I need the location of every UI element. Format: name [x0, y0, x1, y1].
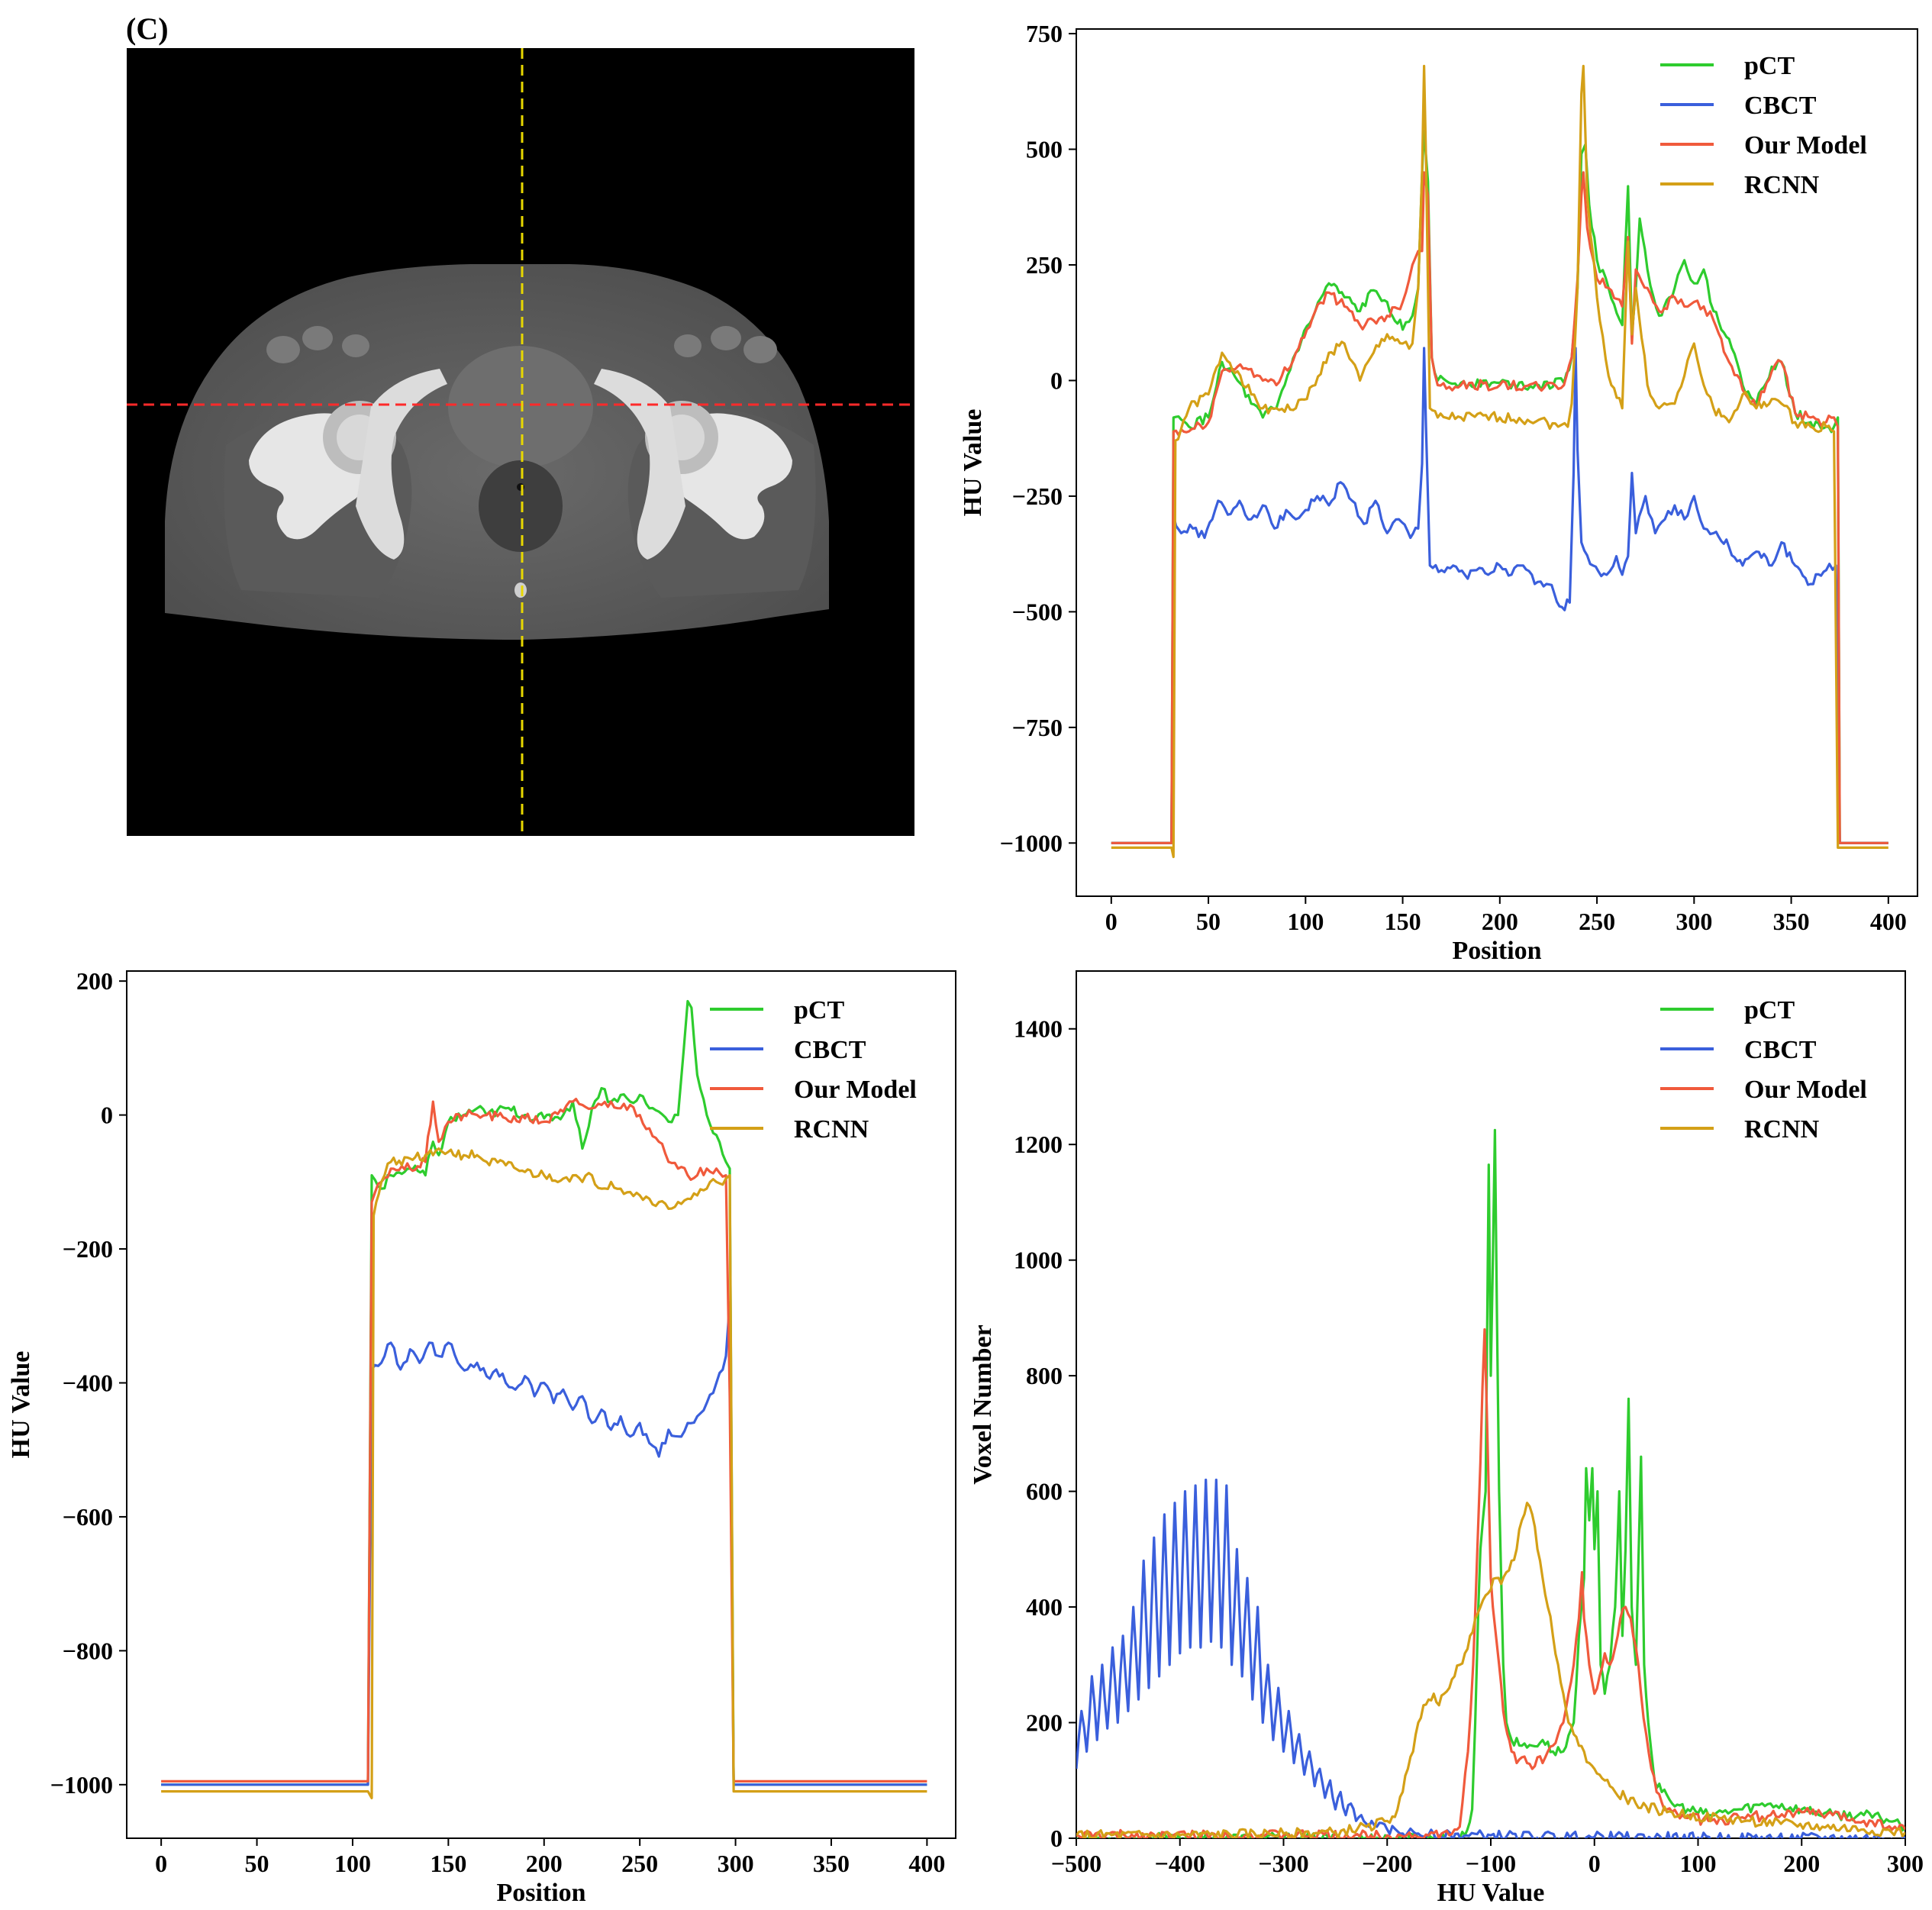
x-tick-label: 0: [155, 1850, 167, 1877]
y-axis-label: HU Value: [959, 409, 987, 517]
y-tick-label: 400: [1026, 1593, 1063, 1621]
x-tick-label: 50: [1196, 908, 1221, 935]
x-tick-label: 250: [1579, 908, 1615, 935]
x-tick-label: 200: [1783, 1850, 1820, 1877]
y-tick-label: −800: [63, 1637, 113, 1664]
x-axis-label: Position: [1452, 937, 1541, 965]
series-line-our-model: [161, 1098, 927, 1783]
x-tick-label: 250: [621, 1850, 658, 1877]
legend-label: pCT: [794, 996, 844, 1024]
y-tick-label: −500: [1012, 598, 1063, 625]
x-tick-label: 150: [430, 1850, 466, 1877]
series-line-pct: [1111, 129, 1888, 844]
ct-image: [127, 48, 914, 836]
y-tick-label: 600: [1026, 1478, 1063, 1505]
series-group: [1111, 64, 1888, 859]
y-tick-label: 1200: [1014, 1131, 1063, 1158]
y-tick-label: 750: [1026, 20, 1063, 47]
y-tick-label: 250: [1026, 251, 1063, 279]
x-tick-label: 100: [1680, 1850, 1717, 1877]
y-axis-label: HU Value: [7, 1351, 35, 1459]
x-tick-label: 200: [1482, 908, 1518, 935]
horizontal-profile-chart: 0 50 100 150 200 250 300 350 400 −1000 −750 −500 −25…: [959, 20, 1918, 965]
legend-label: RCNN: [1744, 1115, 1820, 1144]
series-line-cbct: [1111, 347, 1888, 844]
x-tick-label: 350: [1773, 908, 1810, 935]
x-tick-label: 0: [1105, 908, 1118, 935]
y-tick-label: 0: [1050, 366, 1063, 394]
legend-label: CBCT: [794, 1036, 866, 1064]
y-tick-label: −250: [1012, 482, 1063, 510]
series-line-pct: [1076, 1128, 1905, 1838]
x-tick-label: −100: [1466, 1850, 1516, 1877]
x-tick-label: 100: [1287, 908, 1324, 935]
plot-area: [1076, 28, 1918, 897]
legend-label: RCNN: [1744, 171, 1820, 199]
y-tick-label: 0: [1050, 1825, 1063, 1852]
x-tick-label: 300: [1676, 908, 1712, 935]
x-tick-label: 400: [1870, 908, 1907, 935]
ct-slice-drawing: [127, 48, 914, 836]
y-tick-label: −1000: [50, 1771, 113, 1799]
x-tick-label: 300: [718, 1850, 754, 1877]
x-axis-label: HU Value: [1437, 1879, 1545, 1907]
y-tick-label: −1000: [1000, 829, 1063, 857]
y-tick-label: 1400: [1014, 1015, 1063, 1043]
y-tick-label: 200: [1026, 1709, 1063, 1737]
legend-label: pCT: [1744, 996, 1795, 1024]
series-group: [1076, 1128, 1905, 1838]
x-tick-label: 100: [334, 1850, 371, 1877]
x-tick-label: 150: [1385, 908, 1421, 935]
y-tick-label: −600: [63, 1503, 113, 1531]
x-tick-label: −500: [1051, 1850, 1101, 1877]
legend: pCT CBCT Our Model RCNN: [710, 996, 917, 1144]
x-tick-label: 200: [526, 1850, 563, 1877]
y-tick-label: 500: [1026, 136, 1063, 163]
vertical-profile-chart: 0 50 100 150 200 250 300 350 400 −1000 −800 −600 −40…: [7, 967, 956, 1907]
plot-area: [1076, 970, 1906, 1839]
series-line-rcnn: [1076, 1502, 1905, 1838]
x-tick-label: −400: [1155, 1850, 1205, 1877]
series-group: [161, 999, 927, 1799]
series-line-cbct: [1076, 1478, 1905, 1838]
y-tick-label: 0: [101, 1102, 113, 1129]
x-tick-label: −200: [1362, 1850, 1412, 1877]
series-line-rcnn: [161, 1147, 927, 1799]
y-tick-label: −400: [63, 1369, 113, 1396]
x-tick-label: 350: [813, 1850, 850, 1877]
hu-histogram-chart: −500 −400 −300 −200 −100 0 100 200 300 0 200 400 600…: [969, 970, 1924, 1907]
y-tick-label: 1000: [1014, 1247, 1063, 1274]
x-tick-label: 400: [908, 1850, 945, 1877]
series-line-our-model: [1111, 171, 1888, 844]
plot-area: [126, 970, 956, 1839]
legend-label: Our Model: [1744, 131, 1867, 160]
x-tick-label: 300: [1887, 1850, 1924, 1877]
legend-label: Our Model: [1744, 1076, 1867, 1104]
x-axis-label: Position: [496, 1879, 585, 1907]
legend-label: CBCT: [1744, 92, 1817, 120]
y-tick-label: 800: [1026, 1362, 1063, 1389]
legend-label: Our Model: [794, 1076, 917, 1104]
x-tick-label: 0: [1588, 1850, 1601, 1877]
legend: pCT CBCT Our Model RCNN: [1660, 996, 1867, 1144]
x-tick-label: 50: [245, 1850, 269, 1877]
x-tick-label: −300: [1258, 1850, 1308, 1877]
series-line-our-model: [1076, 1328, 1905, 1838]
legend: pCT CBCT Our Model RCNN: [1660, 52, 1867, 199]
panel-label: (C): [126, 11, 169, 46]
y-axis-label: Voxel Number: [969, 1324, 997, 1484]
series-line-rcnn: [1111, 64, 1888, 859]
legend-label: RCNN: [794, 1115, 869, 1144]
series-line-cbct: [161, 1301, 927, 1786]
legend-label: CBCT: [1744, 1036, 1817, 1064]
y-tick-label: 200: [76, 967, 113, 995]
y-tick-label: −200: [63, 1235, 113, 1263]
y-tick-label: −750: [1012, 714, 1063, 741]
legend-label: pCT: [1744, 52, 1795, 80]
